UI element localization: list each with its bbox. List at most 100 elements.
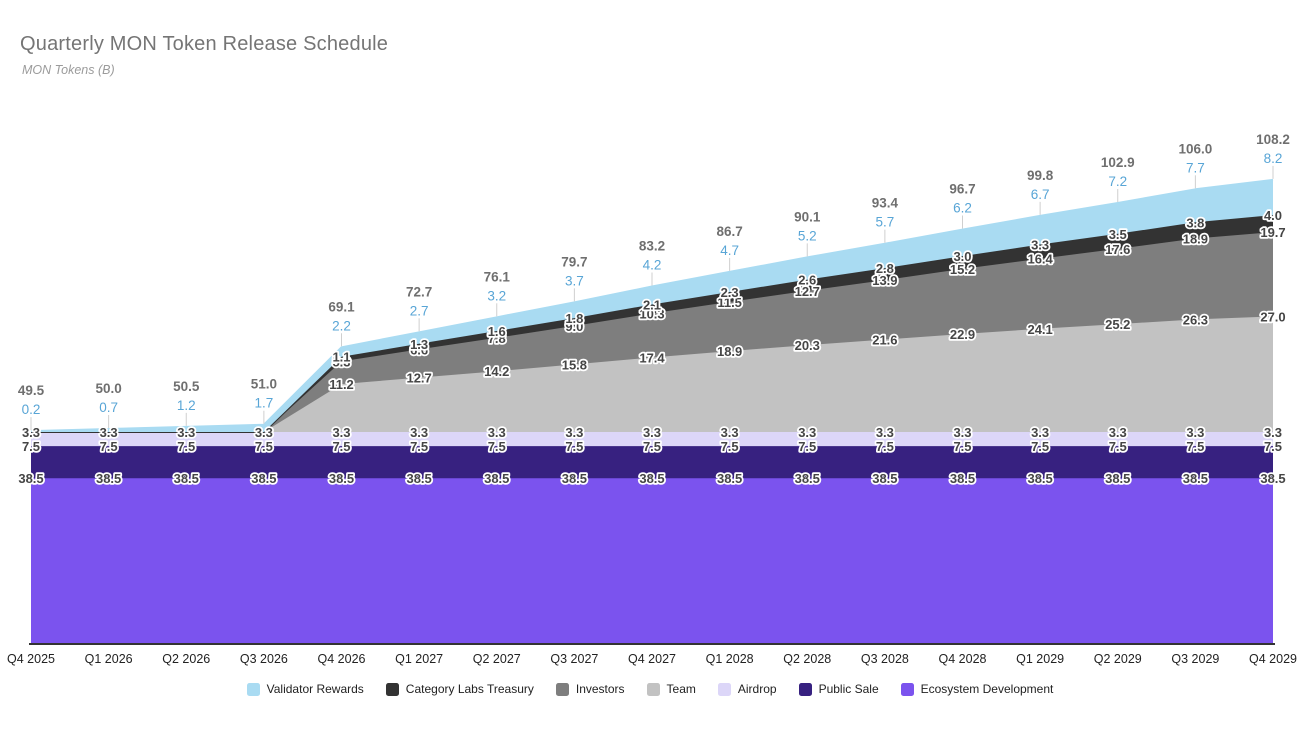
area-validator-rewards[interactable] [31, 179, 1273, 432]
area-investors[interactable] [31, 232, 1273, 432]
band-label-airdrop: 3.3 [721, 425, 739, 440]
area-category-labs-treasury[interactable] [31, 215, 1273, 432]
legend-item-public-sale[interactable]: Public Sale [798, 682, 879, 696]
total-label: 86.7 [716, 224, 742, 239]
band-label-investors: 7.8 [488, 331, 506, 346]
band-label-public-sale: 7.5 [255, 439, 273, 454]
total-label: 90.1 [794, 209, 821, 224]
total-label: 106.0 [1178, 141, 1212, 156]
band-label-public-sale: 7.5 [643, 439, 661, 454]
band-label-public-sale: 7.5 [22, 439, 40, 454]
legend-swatch-icon [798, 682, 812, 696]
legend-item-airdrop[interactable]: Airdrop [717, 682, 777, 696]
band-label-ecosystem-development: 38.5 [562, 471, 587, 486]
validator-rewards-label: 3.7 [565, 273, 584, 288]
band-label-investors: 10.3 [639, 306, 664, 321]
band-label-team: 14.2 [484, 364, 509, 379]
band-label-investors: 19.7 [1260, 225, 1285, 240]
legend-swatch-icon [717, 682, 731, 696]
x-tick-label: Q1 2026 [85, 652, 133, 666]
band-label-ecosystem-development: 38.5 [950, 471, 975, 486]
band-label-ecosystem-development: 38.5 [484, 471, 509, 486]
band-label-public-sale: 7.5 [1031, 439, 1049, 454]
band-label-team: 20.3 [795, 338, 820, 353]
band-label-airdrop: 3.3 [410, 425, 428, 440]
legend-item-category-labs-treasury[interactable]: Category Labs Treasury [385, 682, 534, 696]
validator-rewards-label: 2.2 [332, 318, 351, 333]
legend-label: Category Labs Treasury [405, 682, 534, 696]
x-tick-label: Q4 2028 [939, 652, 987, 666]
x-tick-label: Q2 2026 [162, 652, 210, 666]
band-label-airdrop: 3.3 [1031, 425, 1049, 440]
band-label-category-labs-treasury: 1.6 [488, 324, 506, 339]
x-tick-label: Q4 2029 [1249, 652, 1297, 666]
validator-rewards-label: 0.2 [22, 402, 41, 417]
total-label: 49.5 [18, 383, 45, 398]
band-label-airdrop: 3.3 [643, 425, 661, 440]
band-label-airdrop: 3.3 [876, 425, 894, 440]
band-label-airdrop: 3.3 [100, 425, 118, 440]
legend-label: Validator Rewards [266, 682, 364, 696]
band-label-investors: 18.9 [1183, 232, 1208, 247]
band-label-ecosystem-development: 38.5 [1183, 471, 1208, 486]
total-label: 69.1 [328, 299, 355, 314]
band-label-team: 24.1 [1027, 322, 1052, 337]
band-label-airdrop: 3.3 [1186, 425, 1204, 440]
legend-item-team[interactable]: Team [646, 682, 696, 696]
validator-rewards-label: 1.7 [254, 396, 273, 411]
area-edge-validator-rewards [30, 178, 1274, 433]
validator-rewards-label: 6.2 [953, 201, 972, 216]
total-label: 51.0 [251, 377, 277, 392]
band-label-investors: 13.9 [872, 273, 897, 288]
legend-item-ecosystem-development[interactable]: Ecosystem Development [900, 682, 1053, 696]
legend-swatch-icon [646, 682, 660, 696]
band-label-airdrop: 3.3 [255, 425, 273, 440]
legend-item-validator-rewards[interactable]: Validator Rewards [246, 682, 364, 696]
band-label-investors: 6.6 [410, 342, 428, 357]
total-label: 83.2 [639, 238, 665, 253]
legend-label: Airdrop [737, 682, 777, 696]
legend-item-investors[interactable]: Investors [555, 682, 625, 696]
band-label-airdrop: 3.3 [953, 425, 971, 440]
legend-label: Investors [575, 682, 625, 696]
band-label-airdrop: 3.3 [488, 425, 506, 440]
band-label-team: 21.6 [872, 333, 897, 348]
legend-swatch-icon [385, 682, 399, 696]
band-label-team: 15.8 [562, 357, 587, 372]
band-label-airdrop: 3.3 [1264, 425, 1282, 440]
band-label-ecosystem-development: 38.5 [174, 471, 199, 486]
band-label-public-sale: 7.5 [177, 439, 195, 454]
band-label-team: 25.2 [1105, 317, 1130, 332]
band-label-category-labs-treasury: 1.8 [565, 311, 583, 326]
legend-swatch-icon [246, 682, 260, 696]
chart-title: Quarterly MON Token Release Schedule [20, 33, 389, 55]
total-label: 79.7 [561, 254, 587, 269]
validator-rewards-label: 4.7 [720, 243, 739, 258]
band-label-public-sale: 7.5 [565, 439, 583, 454]
band-label-ecosystem-development: 38.5 [96, 471, 121, 486]
band-label-public-sale: 7.5 [410, 439, 428, 454]
band-label-category-labs-treasury: 2.1 [643, 297, 661, 312]
area-ecosystem-development[interactable] [31, 478, 1273, 643]
area-airdrop[interactable] [31, 432, 1273, 447]
total-label: 96.7 [949, 182, 975, 197]
area-public-sale[interactable] [31, 446, 1273, 479]
band-label-ecosystem-development: 38.5 [18, 471, 43, 486]
area-team[interactable] [31, 316, 1273, 432]
band-label-airdrop: 3.3 [332, 425, 350, 440]
band-label-investors: 11.5 [717, 295, 742, 310]
band-label-public-sale: 7.5 [332, 439, 350, 454]
legend-label: Public Sale [818, 682, 879, 696]
x-tick-label: Q1 2027 [395, 652, 443, 666]
total-label: 76.1 [484, 269, 511, 284]
band-label-category-labs-treasury: 3.5 [1109, 227, 1127, 242]
band-label-category-labs-treasury: 1.3 [410, 337, 428, 352]
chart-subtitle: MON Tokens (B) [22, 63, 115, 77]
band-label-category-labs-treasury: 2.6 [798, 273, 816, 288]
band-label-team: 17.4 [639, 351, 665, 366]
total-label: 72.7 [406, 284, 432, 299]
band-label-investors: 9.0 [565, 319, 583, 334]
band-label-airdrop: 3.3 [22, 425, 40, 440]
total-label: 93.4 [872, 196, 899, 211]
